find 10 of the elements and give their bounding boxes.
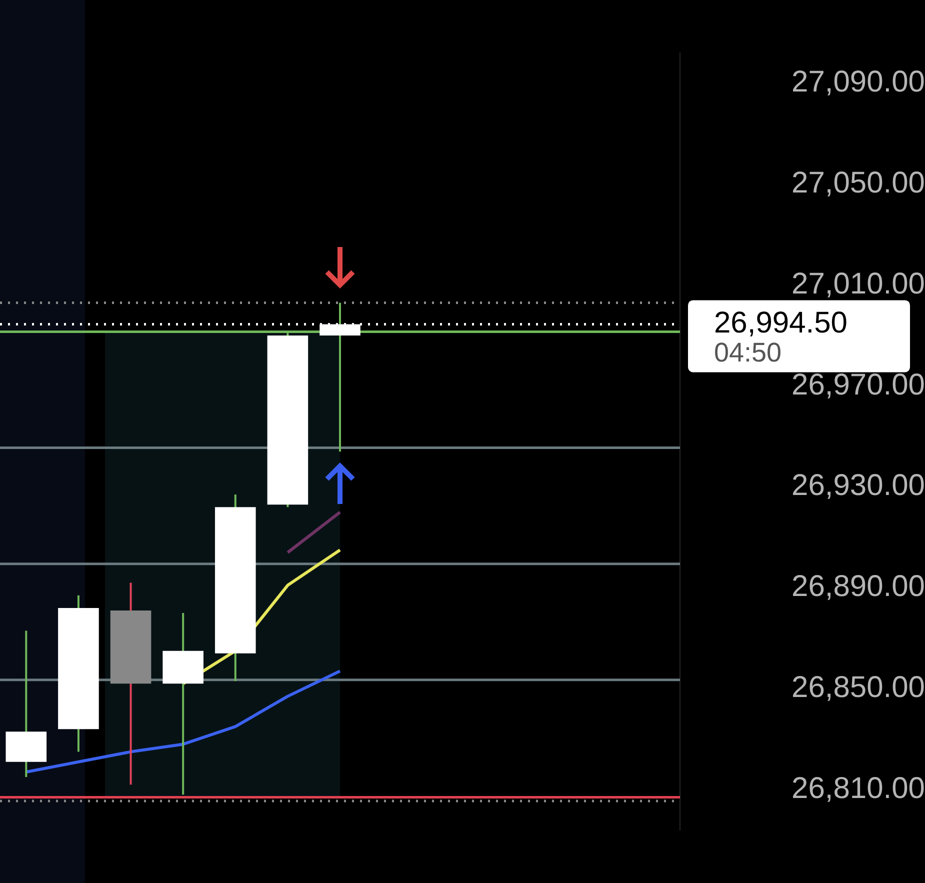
y-tick-label: 26,930.00	[792, 469, 925, 502]
y-tick-label: 27,010.00	[792, 267, 925, 300]
y-tick-label: 26,970.00	[792, 368, 925, 402]
y-tick-label: 27,050.00	[792, 166, 925, 200]
y-tick-label: 26,810.00	[792, 772, 925, 805]
y-tick-label: 27,090.00	[792, 66, 925, 99]
text: 04:50	[714, 338, 782, 368]
y-tick-label: 26,890.00	[792, 570, 925, 604]
text: 26,994.50	[714, 306, 848, 340]
y-tick-label: 26,850.00	[792, 670, 925, 704]
